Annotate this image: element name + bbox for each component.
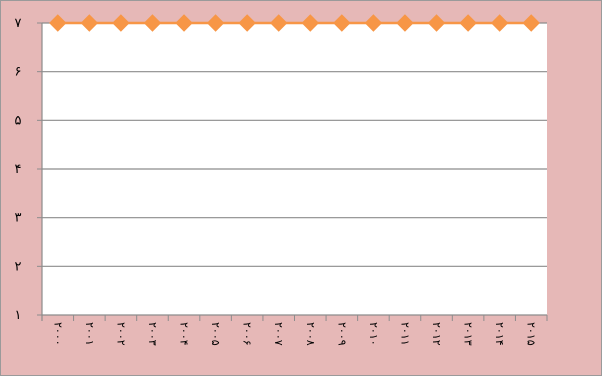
data-point-marker — [301, 14, 319, 32]
x-tick-label: ۲۰۱۱ — [398, 322, 411, 346]
data-point-marker — [238, 14, 256, 32]
x-tick-label: ۲۰۰۴ — [178, 322, 191, 346]
x-tick-label: ۲۰۰۱ — [83, 322, 96, 346]
data-point-marker — [143, 14, 162, 32]
y-tick-label: ۶ — [15, 65, 22, 80]
data-point-marker — [490, 14, 509, 32]
x-tick-label: ۲۰۱۰ — [367, 322, 380, 346]
data-point-marker — [270, 14, 288, 32]
data-point-marker — [112, 14, 130, 32]
y-tick-label: ۴ — [15, 162, 22, 177]
data-point-marker — [427, 14, 446, 32]
data-point-marker — [333, 14, 351, 32]
x-tick-label: ۲۰۱۴ — [493, 322, 506, 346]
data-point-marker — [80, 14, 99, 32]
data-point-marker — [396, 14, 414, 32]
x-tick-label: ۲۰۰۵ — [209, 322, 222, 346]
y-tick-label: ۲ — [15, 259, 22, 274]
x-tick-label: ۲۰۰۸ — [304, 322, 317, 346]
y-axis-tick-labels: ۱ ۲ ۳ ۴ ۵ ۶ ۷ — [15, 16, 22, 323]
x-tick-label: ۲۰۰۲ — [114, 322, 127, 346]
x-tick-label: ۲۰۰۰ — [51, 322, 64, 346]
y-tick-label: ۳ — [15, 211, 22, 226]
x-tick-label: ۲۰۰۷ — [272, 322, 285, 346]
data-point-marker — [49, 14, 67, 32]
y-tick-label: ۷ — [15, 16, 22, 31]
y-tick-label: ۱ — [15, 308, 22, 323]
data-point-marker — [364, 14, 383, 32]
data-point-marker — [206, 14, 225, 32]
data-point-marker — [175, 14, 193, 32]
series-markers — [49, 14, 540, 32]
data-point-marker — [459, 14, 477, 32]
x-tick-label: ۲۰۱۵ — [525, 322, 538, 346]
x-tick-label: ۲۰۱۲ — [430, 322, 443, 346]
axes — [37, 22, 548, 321]
data-point-marker — [522, 14, 540, 32]
y-tick-label: ۵ — [15, 113, 22, 128]
x-tick-label: ۲۰۱۳ — [462, 322, 475, 346]
x-tick-label: ۲۰۰۳ — [146, 322, 159, 346]
x-axis-tick-labels: ۲۰۰۰ ۲۰۰۱ ۲۰۰۲ ۲۰۰۳ ۲۰۰۴ ۲۰۰۵ ۲۰۰۶ ۲۰۰۷ ۲۰۰۸ ۲۰۰۹… — [51, 322, 537, 346]
x-tick-label: ۲۰۰۶ — [241, 322, 254, 346]
x-tick-label: ۲۰۰۹ — [335, 322, 348, 346]
